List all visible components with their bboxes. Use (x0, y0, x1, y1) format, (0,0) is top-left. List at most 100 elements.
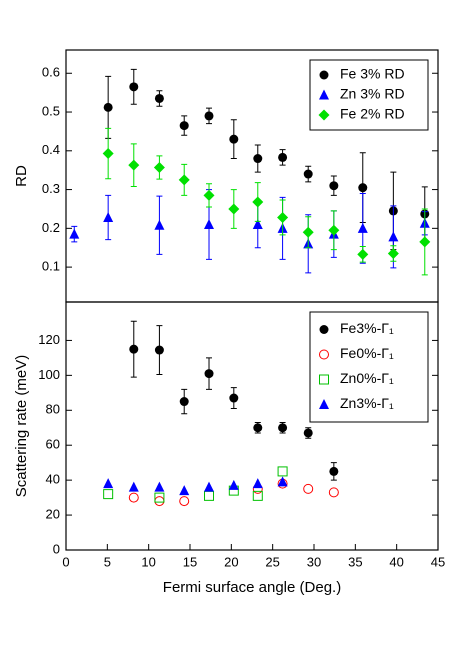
y-tick-label: 0.4 (42, 142, 60, 157)
data-point (357, 222, 368, 233)
y-axis-label: Scattering rate (meV) (13, 355, 30, 498)
x-tick-label: 20 (224, 554, 238, 569)
y-tick-label: 0.2 (42, 220, 60, 235)
data-point (128, 481, 139, 492)
data-point (179, 121, 189, 131)
legend-marker (319, 70, 329, 80)
y-tick-label: 40 (46, 472, 60, 487)
data-point (102, 148, 114, 160)
x-tick-label: 15 (183, 554, 197, 569)
data-point (328, 487, 339, 498)
y-axis-label: RD (13, 165, 30, 187)
x-tick-label: 10 (141, 554, 155, 569)
data-point (302, 226, 314, 238)
legend-label: Zn3%-Γ₁ (340, 395, 394, 411)
y-tick-label: 20 (46, 507, 60, 522)
y-tick-label: 80 (46, 402, 60, 417)
x-tick-label: 30 (307, 554, 321, 569)
x-tick-label: 5 (104, 554, 111, 569)
data-point (154, 496, 165, 507)
data-point (358, 183, 368, 193)
data-point (303, 428, 313, 438)
data-point (252, 196, 264, 208)
data-point (204, 369, 214, 379)
data-point (179, 485, 190, 496)
plot-frame (65, 301, 439, 551)
data-point (303, 169, 313, 179)
legend-marker (318, 109, 330, 121)
data-point (303, 483, 314, 494)
data-point (357, 248, 369, 260)
data-point (204, 111, 214, 121)
x-tick-label: 0 (62, 554, 69, 569)
data-point (129, 82, 139, 92)
data-point (328, 224, 340, 236)
data-point (419, 236, 431, 248)
legend-marker (319, 374, 329, 385)
data-point (228, 479, 239, 490)
data-point (253, 423, 263, 433)
x-tick-label: 35 (348, 554, 362, 569)
data-point (277, 476, 288, 487)
data-point (179, 496, 190, 507)
legend-label: Zn 3% RD (340, 86, 405, 102)
data-point (329, 466, 339, 476)
data-point (153, 161, 165, 173)
legend-box (309, 59, 429, 131)
data-point (278, 152, 288, 162)
legend-marker (319, 325, 329, 334)
data-point (154, 93, 164, 103)
data-point (388, 231, 399, 242)
data-point (154, 219, 165, 230)
data-point (103, 489, 114, 500)
data-point (387, 248, 399, 260)
data-point (252, 490, 263, 501)
legend-label: Fe 3% RD (340, 66, 405, 82)
data-point (154, 492, 165, 503)
x-tick-label: 25 (265, 554, 279, 569)
legend-label: Fe3%-Γ₁ (340, 320, 394, 336)
data-point (252, 218, 263, 229)
y-tick-label: 0.5 (42, 103, 60, 118)
legend-label: Fe 2% RD (340, 106, 405, 122)
legend-box (309, 311, 429, 423)
y-tick-label: 0.1 (42, 259, 60, 274)
data-point (277, 466, 288, 477)
data-point (277, 211, 289, 223)
data-point (253, 154, 263, 164)
data-point (229, 134, 239, 144)
y-tick-label: 100 (38, 367, 60, 382)
data-point (278, 423, 288, 433)
data-point (103, 478, 114, 489)
data-point (154, 345, 164, 355)
data-point (229, 393, 239, 403)
legend-marker (319, 349, 329, 360)
data-point (178, 174, 190, 186)
data-point (204, 218, 215, 229)
data-point (154, 481, 165, 492)
x-tick-label: 45 (431, 554, 445, 569)
data-point (128, 492, 139, 503)
legend-marker (319, 399, 329, 409)
data-point (329, 181, 339, 191)
data-point (69, 228, 80, 239)
data-point (103, 102, 113, 112)
data-point (103, 211, 114, 222)
data-point (129, 344, 139, 354)
y-tick-label: 0.3 (42, 181, 60, 196)
data-point (204, 481, 215, 492)
data-point (252, 478, 263, 489)
y-tick-label: 60 (46, 437, 60, 452)
legend-marker (319, 89, 329, 100)
data-point (203, 189, 215, 201)
y-tick-label: 0 (53, 541, 60, 556)
legend-label: Fe0%-Γ₁ (340, 345, 394, 361)
y-tick-label: 0.6 (42, 65, 60, 80)
data-point (228, 203, 240, 215)
y-tick-label: 120 (38, 332, 60, 347)
data-point (204, 490, 215, 501)
x-axis-label: Fermi surface angle (Deg.) (163, 579, 341, 596)
data-point (128, 159, 140, 171)
x-tick-label: 40 (389, 554, 403, 569)
